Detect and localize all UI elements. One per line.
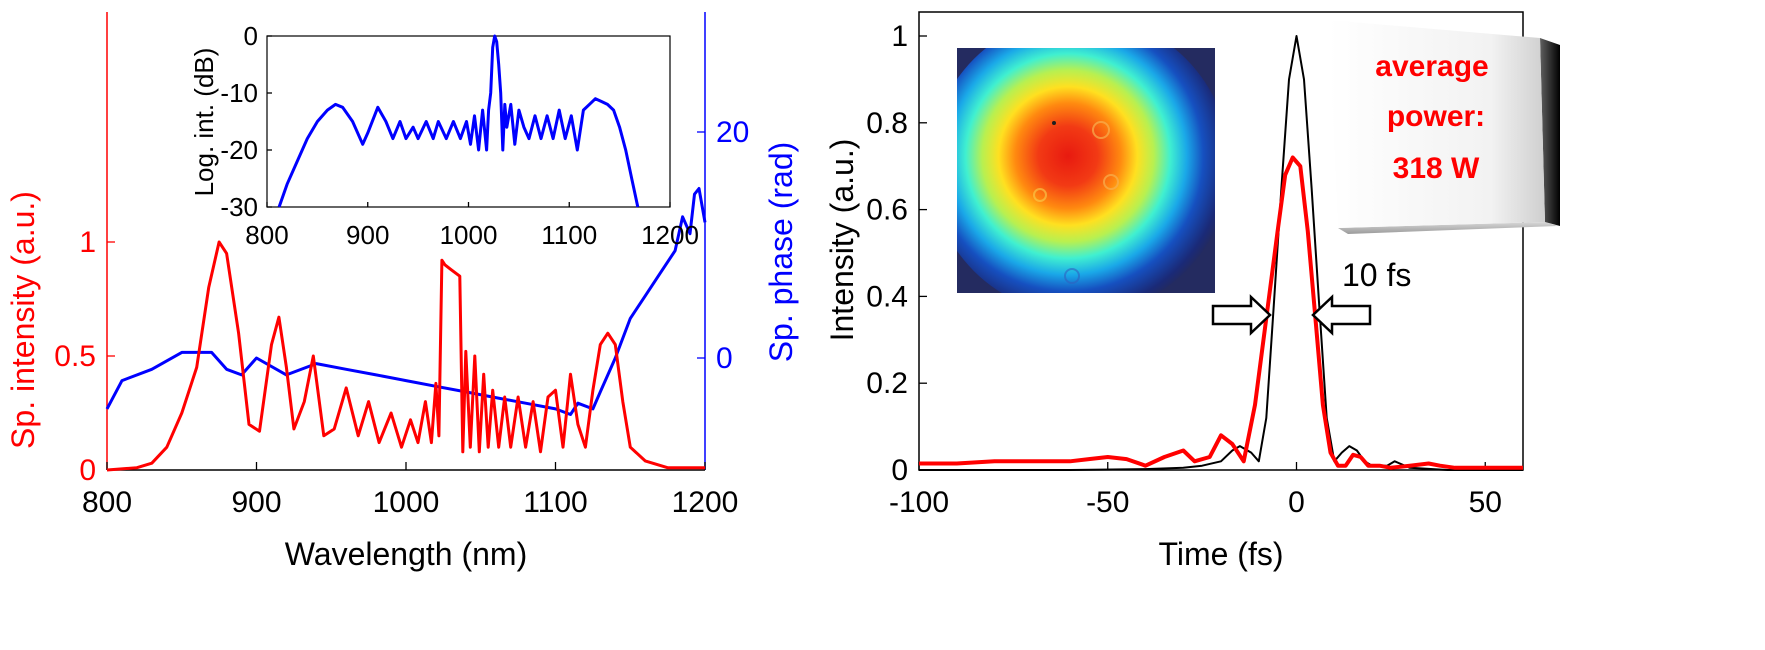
temporal-plot: -100 -50 0 50 00.20.40.60.81 10 fs aver [824,11,1560,572]
pulse-width-label: 10 fs [1342,257,1411,293]
inset-x-tick-label: 1200 [641,220,699,250]
spectrum-x-tick-label: 1200 [672,486,739,519]
average-power-box: average power: 318 W [1328,20,1560,234]
inset-x-ticks: 800 900 1000 1100 1200 [245,202,699,250]
inset-x-tick-label: 800 [245,220,288,250]
inset-series [277,34,640,208]
spectrum-x-label: Wavelength (nm) [285,536,527,572]
temporal-x-tick-label: -50 [1086,486,1129,519]
power-line-3: 318 W [1393,152,1480,185]
spectral-phase-line [105,187,707,416]
temporal-y-label: Intensity (a.u.) [824,139,860,342]
measured-pulse-line [919,155,1523,470]
inset-frame [266,35,671,208]
inset-y-ticks: 0 -10 -20 -30 [220,21,272,222]
temporal-y-tick-label: 0.8 [866,107,908,140]
temporal-y-tick-label: 0.2 [866,367,908,400]
inset-y-tick-label: -30 [220,192,258,222]
spectral-intensity-line [106,240,705,472]
inset-y-label: Log. int. (dB) [189,48,219,197]
inset-log-intensity-line [277,34,640,208]
left-width-arrow [1211,294,1272,336]
spectrum-left-y-tick-label: 1 [79,226,96,259]
spectrum-left-y-tick-label: 0 [79,454,96,487]
spectrum-right-y-tick-label: 0 [716,342,733,375]
spectrum-x-tick-label: 800 [82,486,132,519]
spectrum-right-y-ticks: 0 20 [697,116,749,375]
temporal-y-tick-label: 0.6 [866,194,908,227]
inset-y-tick-label: 0 [244,21,258,51]
temporal-x-label: Time (fs) [1158,536,1283,572]
log-spectrum-inset: 800 900 1000 1100 1200 0 -10 -20 -30 Log. int. … [189,21,699,250]
spectrum-left-y-ticks: 00.51 [54,226,115,487]
spectrum-series [105,187,707,472]
inset-y-tick-label: -10 [220,78,258,108]
spectrum-right-y-label: Sp. phase (rad) [763,142,799,363]
beam-profile-image [957,48,1215,293]
temporal-x-tick-label: 0 [1288,486,1305,519]
temporal-y-tick-label: 1 [891,20,908,53]
spectrum-x-tick-label: 1000 [373,486,440,519]
spectrum-x-tick-label: 900 [231,486,281,519]
spectrum-left-y-label: Sp. intensity (a.u.) [5,191,41,449]
spectrum-x-ticks: 800 900 1000 1100 1200 [82,462,738,519]
inset-x-tick-label: 1100 [541,220,597,250]
temporal-x-tick-label: -100 [889,486,949,519]
temporal-x-tick-label: 50 [1469,486,1502,519]
spectrum-right-y-tick-label: 20 [716,116,749,149]
temporal-y-tick-label: 0.4 [866,280,908,313]
temporal-x-ticks: -100 -50 0 50 [889,462,1502,519]
power-line-2: power: [1387,100,1485,133]
right-width-arrow [1311,294,1372,336]
inset-y-tick-label: -20 [220,135,258,165]
spectrum-x-tick-label: 1100 [523,486,588,519]
inset-x-tick-label: 1000 [440,220,498,250]
power-line-1: average [1375,50,1488,83]
temporal-y-tick-label: 0 [891,454,908,487]
temporal-y-ticks: 0 0.2 0.4 0.6 0.8 1 [866,20,927,487]
temporal-series [919,35,1523,471]
spectrum-left-y-tick-label: 0.5 [54,340,96,373]
inset-x-tick-label: 900 [346,220,389,250]
